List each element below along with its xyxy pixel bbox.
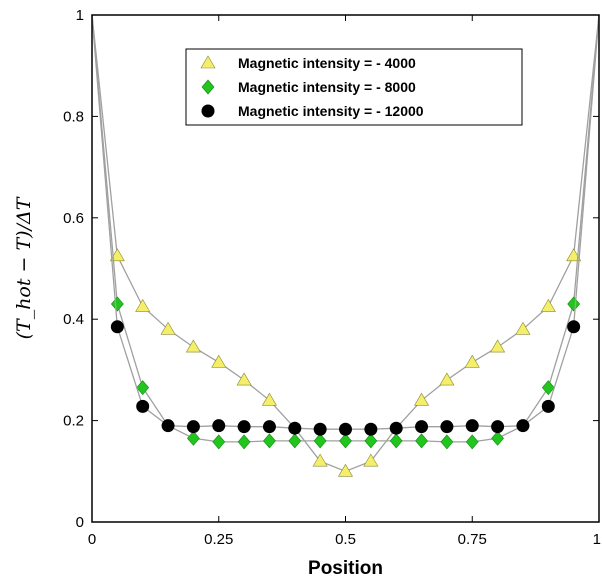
series-2 — [91, 14, 600, 450]
x-tick-label: 0.25 — [204, 531, 233, 548]
series-2-point — [110, 296, 124, 312]
y-tick-label: 0.4 — [63, 311, 84, 328]
series-3-point — [212, 419, 226, 433]
series-2-point — [212, 434, 226, 450]
series-2-point — [339, 433, 352, 449]
x-tick-label: 1 — [593, 531, 601, 548]
series-1-point — [236, 372, 252, 386]
legend-marker — [201, 104, 215, 118]
y-tick-label: 0.8 — [63, 108, 84, 125]
x-axis-title: Position — [308, 558, 383, 579]
series-3 — [91, 14, 600, 436]
series-3-point — [465, 419, 479, 433]
series-3-point — [567, 320, 581, 334]
series-1-point — [337, 463, 354, 477]
series-3-point — [262, 420, 276, 434]
series-2-point — [440, 434, 454, 450]
series-1-point — [160, 321, 176, 335]
legend-marker — [200, 55, 216, 69]
series-1-point — [414, 392, 430, 406]
series-3-point — [541, 399, 555, 413]
series-1-point — [261, 392, 277, 406]
series-2-point — [288, 433, 302, 449]
series-3-point — [136, 399, 150, 413]
series-3-point — [415, 420, 429, 434]
series-3-point — [288, 421, 302, 435]
y-tick-label: 0.2 — [63, 413, 84, 430]
series-1-point — [363, 453, 379, 467]
y-axis-title: (T_hot − T)/ΔT — [13, 196, 35, 339]
series-3-point — [339, 422, 352, 436]
series-1-point — [211, 354, 227, 368]
x-tick-label: 0.5 — [335, 531, 356, 548]
series-2-point — [364, 433, 378, 449]
series-2-point — [187, 430, 200, 446]
series-2-point — [263, 433, 276, 449]
series-1-point — [464, 354, 480, 368]
ticks-layer: 0 0.25 0.5 0.75 1 0 0.2 0.4 0.6 0.8 1 — [63, 7, 601, 548]
series-1-point — [540, 298, 556, 312]
series-3-point — [491, 420, 505, 434]
legend-label: Magnetic intensity = - 12000 — [238, 103, 424, 119]
series-3-point — [237, 420, 251, 434]
series-3-point — [389, 421, 403, 435]
series-1-point — [135, 298, 151, 312]
series-1-point — [185, 339, 201, 353]
series-2-point — [313, 433, 327, 449]
series-2-point — [415, 433, 428, 449]
series-2-point — [136, 380, 150, 396]
legend-label: Magnetic intensity = - 4000 — [238, 55, 416, 71]
series-layer — [91, 14, 600, 477]
legend: Magnetic intensity = - 4000 Magnetic inte… — [185, 48, 523, 126]
series-3-point — [161, 419, 175, 433]
series-3-point — [440, 420, 454, 434]
series-2-point — [389, 433, 403, 449]
legend-entry: Magnetic intensity = - 12000 — [201, 103, 424, 119]
series-3-point — [110, 320, 124, 334]
series-3-point — [516, 419, 530, 433]
legend-box — [185, 48, 523, 126]
series-1-point — [490, 339, 506, 353]
legend-label: Magnetic intensity = - 8000 — [238, 79, 416, 95]
series-1-point — [439, 372, 455, 386]
legend-entry: Magnetic intensity = - 4000 — [200, 55, 416, 71]
series-3-point — [313, 422, 327, 436]
series-1-point — [515, 321, 531, 335]
y-tick-label: 0.6 — [63, 210, 84, 227]
series-1 — [91, 14, 600, 477]
series-2-point — [541, 380, 555, 396]
legend-entry: Magnetic intensity = - 8000 — [201, 79, 416, 95]
series-2-point — [567, 296, 581, 312]
legend-marker — [201, 79, 215, 95]
series-3-point — [186, 420, 200, 434]
y-tick-label: 1 — [76, 7, 84, 24]
series-2-point — [491, 430, 504, 446]
series-2-point — [237, 434, 251, 450]
x-tick-label: 0.75 — [458, 531, 487, 548]
y-tick-label: 0 — [76, 514, 84, 531]
x-tick-label: 0 — [88, 531, 96, 548]
series-2-point — [465, 434, 479, 450]
series-3-point — [364, 422, 378, 436]
series-1-point — [312, 453, 328, 467]
